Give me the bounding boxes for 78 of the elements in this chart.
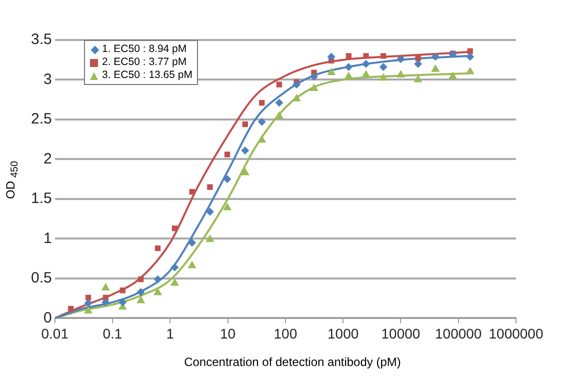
y-tick-label: 2 (44, 150, 52, 168)
x-tick-label: 1000000 (488, 325, 544, 342)
point (362, 60, 370, 68)
point (84, 306, 93, 314)
point (414, 60, 422, 68)
point (310, 83, 318, 91)
point (240, 168, 250, 176)
point (172, 226, 178, 232)
point (85, 294, 92, 300)
point (189, 188, 195, 195)
point (222, 202, 232, 210)
x-tick-label: 1 (166, 325, 174, 342)
point (259, 100, 265, 106)
point (415, 55, 421, 62)
point (431, 64, 440, 72)
x-axis-title: Concentration of detection antibody (pM) (183, 355, 402, 369)
point (242, 121, 248, 128)
point (292, 80, 301, 89)
point (154, 275, 162, 284)
point (379, 73, 388, 81)
point (276, 82, 282, 88)
point (258, 135, 266, 143)
point (170, 263, 179, 272)
point (326, 68, 336, 76)
point (68, 306, 74, 312)
y-tick-label: 2.5 (30, 110, 52, 128)
point (396, 70, 406, 78)
point (292, 94, 301, 102)
y-tick-label: 0 (44, 309, 52, 326)
point (188, 260, 196, 268)
point (362, 70, 370, 78)
point (154, 245, 161, 252)
point (380, 53, 386, 59)
point (102, 298, 110, 306)
point (188, 238, 196, 247)
point (346, 53, 352, 59)
y-tick-label: 3 (44, 70, 52, 88)
x-tick-label: 10 (220, 325, 236, 342)
point (120, 288, 126, 294)
point (466, 52, 474, 61)
point (138, 276, 144, 282)
point (258, 118, 266, 126)
point (448, 72, 458, 80)
point (241, 146, 250, 154)
x-tick-label: 0.01 (41, 325, 69, 342)
point (327, 52, 336, 61)
point (118, 298, 127, 306)
y-tick-label: 3.5 (30, 31, 52, 48)
x-tick-label: 1000 (327, 325, 359, 342)
point (224, 152, 230, 158)
point (223, 175, 232, 184)
x-tick-label: 0.1 (102, 325, 122, 342)
x-tick-label: 100000 (434, 325, 482, 342)
point (363, 53, 369, 59)
point (136, 288, 145, 296)
point (310, 72, 318, 81)
legend-label: 2. EC50 : 3.77 pM (102, 56, 187, 69)
point (170, 278, 180, 286)
point (136, 296, 146, 304)
point (84, 299, 92, 308)
point (206, 208, 214, 216)
x-tick-label: 100 (274, 325, 298, 342)
y-tick-label: 1.5 (30, 190, 52, 208)
point (206, 234, 214, 242)
point (207, 184, 213, 190)
legend-label: 3. EC50 : 13.65 pM (102, 69, 192, 82)
point (101, 282, 110, 290)
legend-label: 1. EC50 : 8.94 pM (102, 43, 187, 56)
point (344, 63, 353, 72)
point (274, 111, 284, 119)
point (344, 72, 353, 80)
point (275, 98, 284, 107)
point (467, 48, 473, 54)
x-tick-label: 10000 (381, 325, 420, 342)
point (466, 66, 474, 74)
point (379, 63, 388, 72)
y-tick-label: 1 (44, 230, 52, 247)
y-tick-label: 0.5 (30, 270, 52, 287)
